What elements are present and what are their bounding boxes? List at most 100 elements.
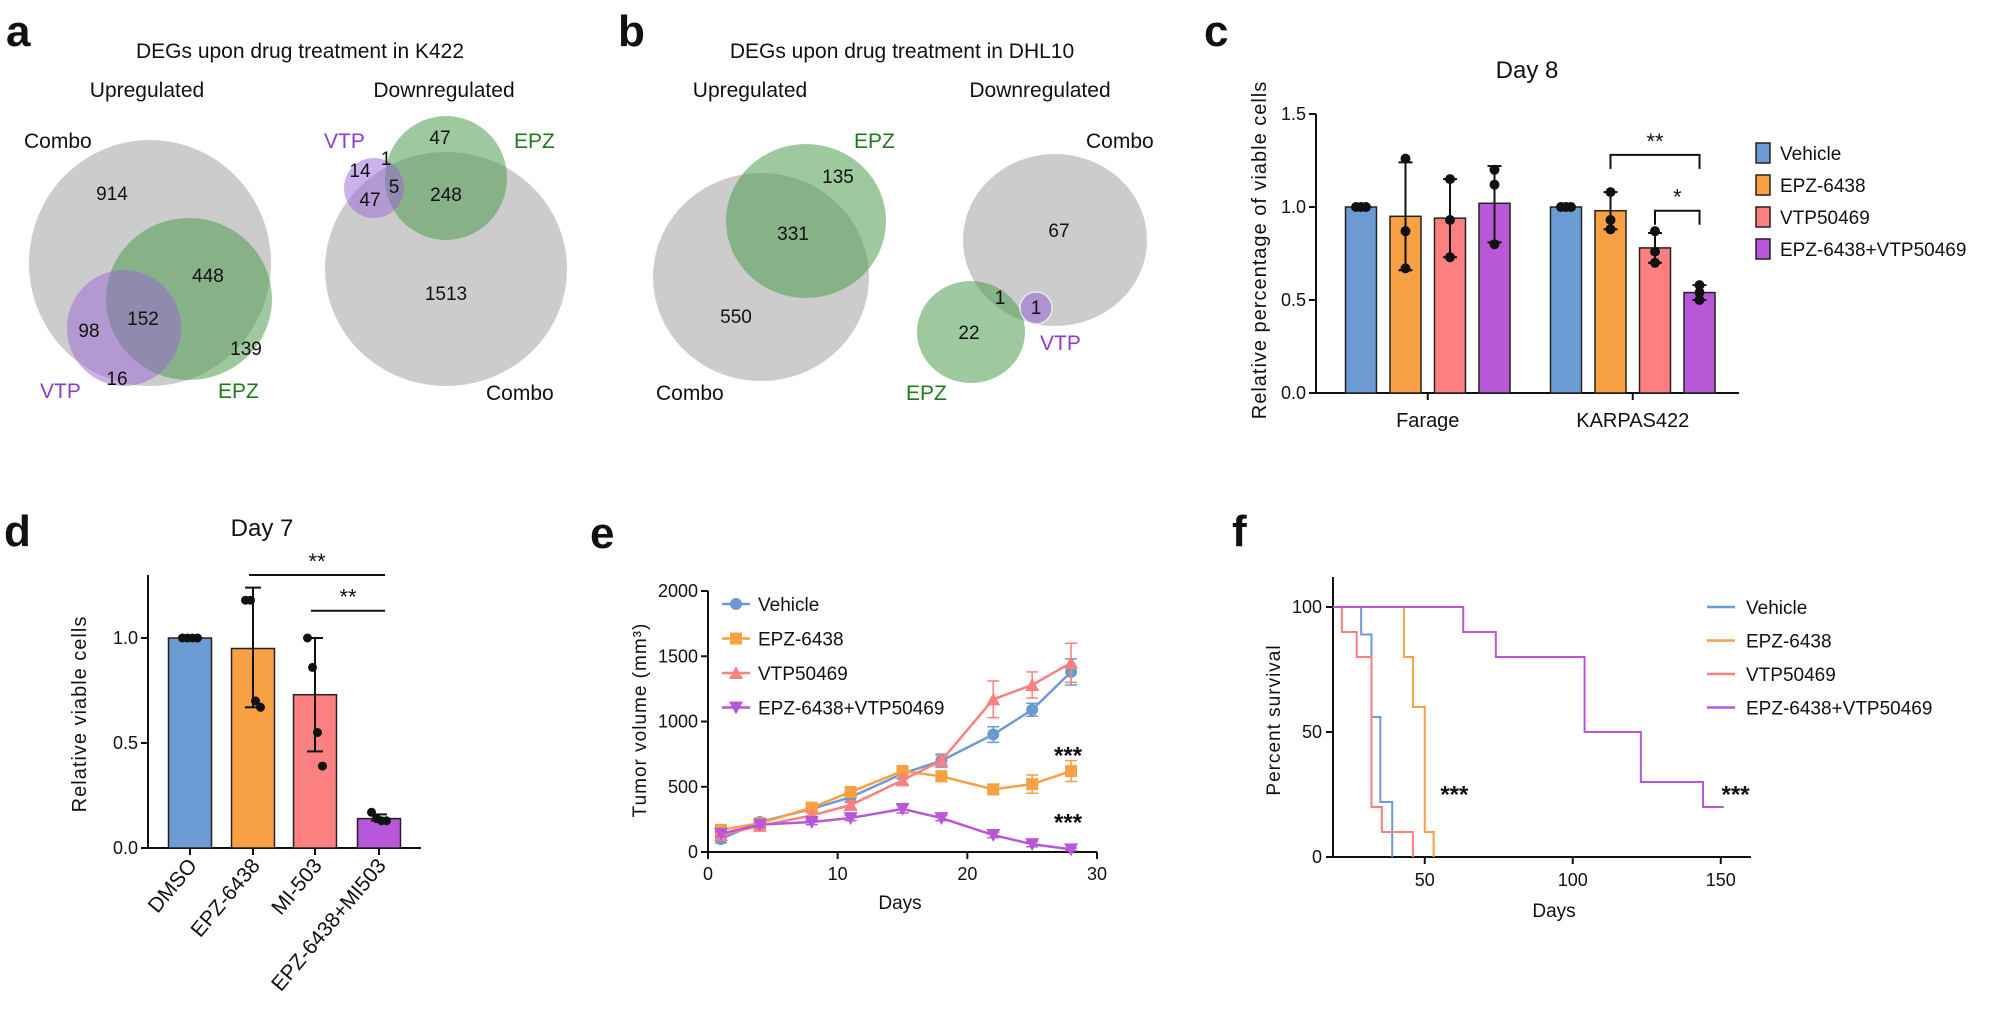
venn-set-epz (385, 116, 507, 240)
chart-title: Day 8 (1496, 57, 1559, 84)
legend-label: EPZ-6438 (1780, 176, 1866, 197)
venn-count: 448 (192, 266, 224, 287)
data-point (1650, 226, 1660, 237)
panel-a: a DEGs upon drug treatment in K422 Upreg… (6, 7, 567, 405)
data-point (895, 773, 910, 787)
panel-letter: b (618, 7, 645, 56)
venn-down: VTP EPZ Combo 47 1 14 5 47 248 1513 (324, 116, 567, 405)
data-point (246, 595, 255, 605)
panel-letter: c (1204, 7, 1228, 56)
significance-label: *** (1054, 809, 1083, 836)
survival-curve-vehicle (1333, 606, 1394, 857)
bar (1683, 291, 1716, 394)
data-point (713, 827, 728, 841)
x-tick-label: MI-503 (267, 854, 327, 919)
legend-label: EPZ-6438+VTP50469 (1746, 699, 1932, 720)
bar (1549, 206, 1583, 394)
legend-swatch (1755, 206, 1771, 228)
data-point (805, 801, 818, 814)
x-axis-label: Days (878, 893, 921, 914)
data-point (1025, 677, 1040, 691)
data-point (1694, 287, 1705, 298)
venn-label-combo: Combo (24, 130, 92, 153)
venn-count: 98 (78, 321, 99, 342)
venn-set-epz (726, 144, 886, 298)
x-axis-label: Days (1532, 901, 1575, 922)
significance-bracket (1654, 209, 1701, 225)
data-point (1489, 239, 1500, 250)
venn-count: 331 (777, 224, 809, 245)
legend-marker (730, 598, 742, 610)
x-tick-label: Farage (1396, 410, 1459, 432)
data-point (1650, 246, 1660, 257)
y-axis-label: Percent survival (1264, 644, 1285, 795)
legend-label: Vehicle (758, 595, 819, 616)
panel-letter: a (6, 7, 31, 56)
legend-swatch (1755, 142, 1771, 164)
legend-label: Vehicle (1746, 598, 1807, 619)
y-tick-label: 2000 (658, 581, 698, 601)
venn-heading-up: Upregulated (90, 79, 204, 102)
legend-label: EPZ-6438 (1746, 632, 1832, 653)
x-tick-label: 50 (1415, 870, 1435, 890)
venn-count: 550 (720, 307, 752, 328)
data-point (1489, 179, 1500, 190)
data-point (935, 770, 948, 783)
data-point (1489, 164, 1500, 175)
data-point (382, 816, 391, 826)
data-point (1445, 174, 1455, 185)
venn-count: 16 (106, 369, 127, 390)
data-point (1694, 280, 1705, 291)
venn-set-epz (917, 281, 1025, 383)
legend-label: EPZ-6438+VTP50469 (758, 699, 944, 720)
significance-label: ** (308, 549, 326, 574)
venn-label-combo: Combo (486, 382, 554, 405)
venn-up: Combo VTP EPZ 914 448 152 98 139 16 (24, 130, 272, 403)
data-point (1605, 215, 1616, 226)
data-point (843, 798, 858, 812)
data-point (844, 785, 857, 798)
data-point (934, 812, 949, 826)
y-axis-label: Relative viable cells (69, 616, 91, 813)
venn-set-vtp (67, 270, 181, 386)
x-tick-label: 100 (1558, 870, 1588, 890)
data-point (804, 815, 819, 829)
panel-title: DEGs upon drug treatment in K422 (136, 40, 464, 63)
data-point (313, 728, 322, 737)
data-point (987, 728, 1000, 741)
data-point (1064, 843, 1079, 857)
venn-set-vtp (1019, 291, 1053, 325)
survival-curve-epz-6438-vtp50469 (1333, 606, 1724, 808)
y-tick-label: 0.0 (1281, 383, 1306, 403)
venn-count: 914 (96, 184, 128, 205)
y-axis-label: Tumor volume (mm³) (630, 623, 651, 818)
series-line (720, 769, 1072, 832)
legend-marker (729, 701, 743, 715)
data-point (986, 692, 1001, 706)
chart-f-survival: 0 50 100 50 100 150 Days Percent survival Vehicl… (1264, 577, 1932, 922)
data-point (1445, 252, 1455, 263)
panel-b: b DEGs upon drug treatment in DHL10 Upre… (618, 7, 1154, 405)
x-tick-label: 150 (1706, 870, 1736, 890)
x-tick-label: 20 (957, 864, 977, 884)
venn-label-epz: EPZ (854, 130, 895, 153)
survival-curve-epz-6438 (1333, 606, 1435, 857)
data-point (193, 633, 202, 643)
significance-label: ** (339, 585, 357, 610)
venn-label-vtp: VTP (40, 380, 81, 403)
series-line (720, 671, 1072, 841)
venn-count: 5 (389, 177, 400, 198)
panel-letter: f (1232, 507, 1247, 556)
legend-swatch (1755, 238, 1771, 260)
venn-count: 14 (349, 161, 371, 182)
data-point (986, 829, 1001, 843)
data-point (1400, 153, 1411, 164)
y-tick-label: 50 (1302, 722, 1322, 742)
data-point (843, 812, 858, 826)
venn-count: 248 (430, 185, 462, 206)
panel-title: DEGs upon drug treatment in DHL10 (730, 40, 1074, 63)
data-point (251, 696, 260, 706)
series-line (720, 807, 1072, 851)
y-tick-label: 0.5 (1281, 290, 1306, 310)
